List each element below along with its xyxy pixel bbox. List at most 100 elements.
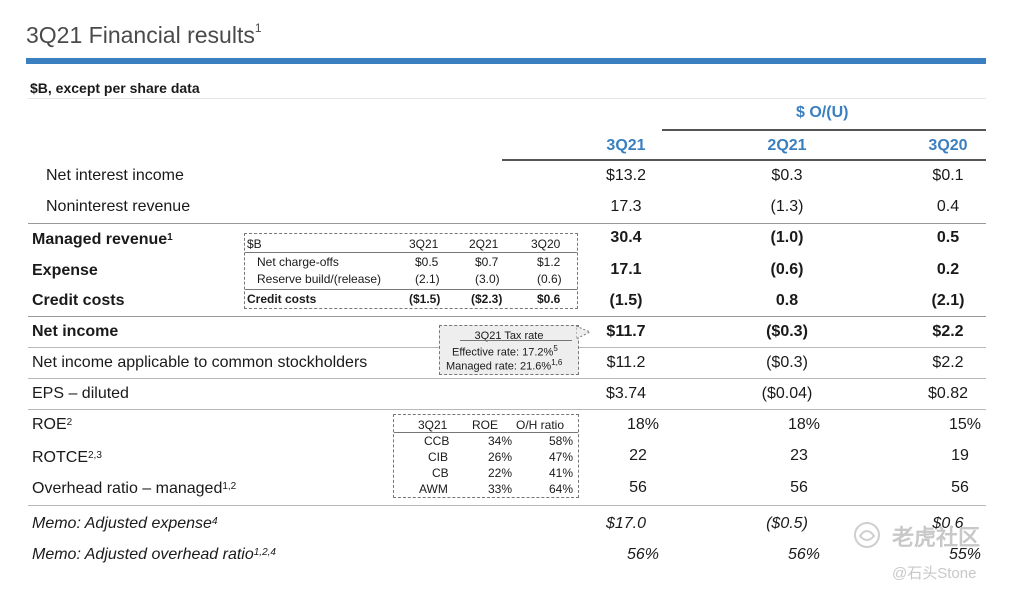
lob-box-header: O/H ratio [516,418,565,432]
cell-value: 55% [948,546,982,563]
cell-value: $11.2 [606,354,646,371]
cell-value: 23 [790,447,808,464]
lob-box-value: 34% [488,434,513,448]
row-divider [28,316,986,317]
lob-box-segment: CCB [424,434,450,448]
row-divider [28,505,986,506]
cell-value: $2.2 [932,354,964,371]
lob-box-segment: AWM [419,482,448,496]
row-label: Memo: Adjusted overhead ratio1,2,4 [32,546,276,563]
row-label: Credit costs [32,292,125,309]
credit-box-header: $B [247,237,262,251]
cell-value: 56% [626,546,660,563]
cell-value: $13.2 [605,167,647,184]
credit-box-value: $0.6 [537,292,561,306]
row-label: Overhead ratio – managed1,2 [32,480,237,497]
column-header-2q21: 2Q21 [767,137,807,154]
cell-value: ($0.04) [761,385,813,402]
cell-value: 17.3 [610,198,642,215]
cell-value: $0.6 [932,515,964,532]
credit-box-row-label: Credit costs [247,292,317,306]
cell-value: ($0.3) [766,323,808,340]
column-header-3q20: 3Q20 [928,137,968,154]
column-header-3q21: 3Q21 [606,137,646,154]
lob-box-value: 33% [488,482,513,496]
cell-value: 0.8 [775,292,799,309]
credit-box-total-rule [245,289,577,290]
cell-value: $3.74 [605,385,647,402]
cell-value: 56% [787,546,821,563]
group-header-rule [662,129,986,131]
cell-value: $0.1 [932,167,964,184]
cell-value: (1.5) [609,292,643,309]
cell-value: 15% [948,416,982,433]
cell-value: (0.6) [770,261,804,278]
row-label: Net income applicable to common stockhol… [32,354,368,371]
lob-returns-box: 3Q21 ROE O/H ratio CCB 34% 58% CIB 26% 4… [393,414,579,498]
cell-value: 56 [790,479,808,496]
cell-value: $0.3 [771,167,803,184]
lob-box-value: 41% [549,466,574,480]
tax-effective-rate: Effective rate: 17.2%5 [452,344,558,359]
row-label: Managed revenue1 [32,231,173,248]
row-label: Expense [32,262,98,279]
units-subtitle: $B, except per share data [30,80,200,96]
cell-value: 22 [629,447,647,464]
column-header-rule [502,159,986,161]
tax-callout-title: 3Q21 Tax rate [474,330,544,342]
cell-value: (2.1) [931,292,965,309]
credit-costs-breakdown-box: $B 3Q21 2Q21 3Q20 Net charge-offs $0.5 $… [244,233,578,309]
watermark-handle: @石头Stone [892,565,977,582]
cell-value: ($0.3) [766,354,808,371]
credit-box-value: (3.0) [475,272,500,286]
cell-value: $0.82 [927,385,969,402]
tax-managed-rate: Managed rate: 21.6%1,6 [446,358,563,373]
row-divider [28,409,986,410]
lob-box-value: 58% [549,434,574,448]
subtitle-divider [28,98,986,99]
row-label: ROTCE2,3 [32,449,102,466]
row-label: Memo: Adjusted expense4 [32,515,218,532]
cell-value: ($0.5) [766,515,808,532]
cell-value: 19 [951,447,969,464]
lob-box-value: 26% [488,450,513,464]
lob-box-value: 22% [488,466,513,480]
cell-value: 30.4 [610,229,642,246]
title-accent-bar [26,58,986,64]
cell-value: 17.1 [610,261,642,278]
cell-value: 0.5 [936,229,960,246]
cell-value: (1.3) [770,198,804,215]
credit-box-value: ($1.5) [409,292,441,306]
row-label: Net interest income [46,167,184,184]
cell-value: 56 [951,479,969,496]
row-divider [28,223,986,224]
cell-value: $2.2 [932,323,964,340]
cell-value: $11.7 [606,323,646,340]
credit-box-row-label: Net charge-offs [257,255,339,269]
credit-box-value: $1.2 [537,255,561,269]
callout-pointer-icon [576,326,592,340]
cell-value: $17.0 [605,515,647,532]
row-label: Net income [32,323,119,340]
lob-box-value: 64% [549,482,574,496]
row-label: EPS – diluted [32,385,129,402]
cell-value: (1.0) [770,229,804,246]
cell-value: 0.2 [936,261,960,278]
cell-value: 18% [787,416,821,433]
lob-box-segment: CB [432,466,449,480]
credit-box-header: 3Q21 [409,237,439,251]
credit-box-header-rule [245,252,577,253]
row-divider [28,378,986,379]
cell-value: 18% [626,416,660,433]
tax-callout-rule [460,340,572,341]
page-title: 3Q21 Financial results1 [26,21,262,48]
lob-box-header: ROE [472,418,499,432]
credit-box-row-label: Reserve build/(release) [257,272,382,286]
lob-box-segment: CIB [428,450,449,464]
credit-box-header: 2Q21 [469,237,499,251]
cell-value: 0.4 [936,198,960,215]
watermark-text: 老虎社区 [892,525,981,550]
cell-value: 56 [629,479,647,496]
row-label: ROE2 [32,416,73,433]
watermark-logo-icon [854,522,880,548]
